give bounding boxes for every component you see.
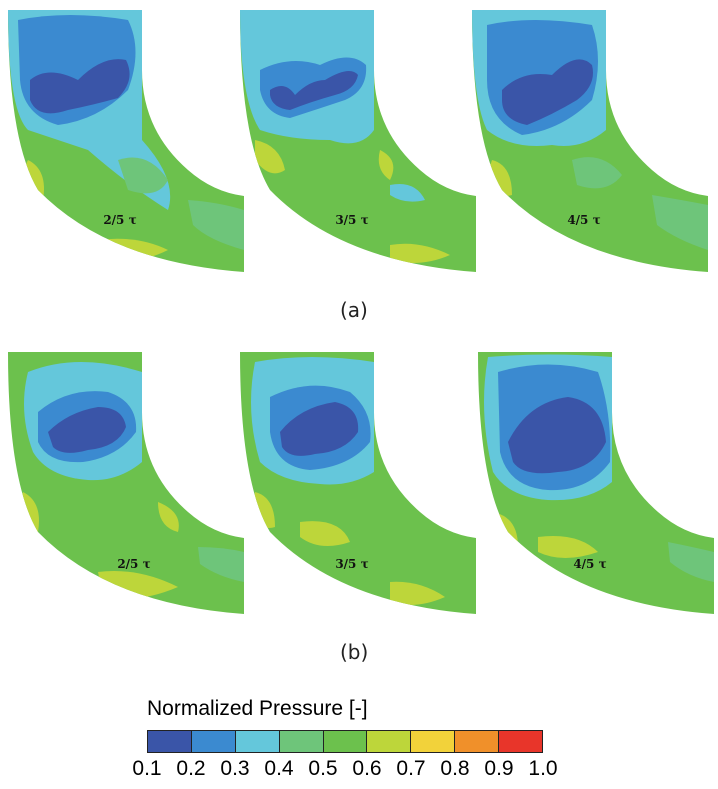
contour-panel-a-3: 4/5 τ [472,10,708,272]
row-caption-a: (a) [340,298,368,322]
legend-tick-label: 0.4 [264,757,294,780]
legend-tick-label: 0.9 [484,757,514,780]
legend-title: Normalized Pressure [-] [147,697,368,720]
contour-plot: 3/5 τ [240,10,476,272]
legend-tick-label: 0.3 [220,757,250,780]
contour-panel-b-2: 3/5 τ [240,352,476,614]
contour-panel-b-1: 2/5 τ [8,352,244,614]
contour-panel-a-1: 2/5 τ [8,10,244,272]
legend-tick-label: 0.1 [132,757,162,780]
legend-tick-label: 0.5 [308,757,338,780]
contour-plot: 2/5 τ [8,352,244,614]
legend-swatch [279,731,324,752]
color-scale-bar [147,730,543,753]
contour-plot: 4/5 τ [478,352,714,614]
contour-panel-b-3: 4/5 τ [478,352,714,614]
legend-swatch [499,731,543,752]
time-label: 3/5 τ [335,557,368,571]
legend-swatch [323,731,368,752]
contour-plot: 3/5 τ [240,352,476,614]
row-caption-b: (b) [340,640,369,664]
time-label: 2/5 τ [117,557,150,571]
legend-tick-label: 0.8 [440,757,470,780]
contour-panel-a-2: 3/5 τ [240,10,476,272]
legend-tick-label: 0.2 [176,757,206,780]
contour-plot: 2/5 τ [8,10,244,272]
legend-swatch [148,731,192,752]
time-label: 2/5 τ [103,213,136,227]
time-label: 4/5 τ [573,557,606,571]
legend-swatch [411,731,456,752]
time-label: 3/5 τ [335,213,368,227]
legend-tick-label: 0.7 [396,757,426,780]
legend-swatch [191,731,236,752]
legend-swatch [367,731,412,752]
time-label: 4/5 τ [567,213,600,227]
color-scale-ticks: 0.1 0.2 0.3 0.4 0.5 0.6 0.7 0.8 0.9 1.0 [132,757,557,787]
legend-tick-label: 1.0 [528,757,558,780]
contour-plot: 4/5 τ [472,10,708,272]
legend-tick-label: 0.6 [352,757,382,780]
legend-swatch [455,731,500,752]
legend-swatch [235,731,280,752]
